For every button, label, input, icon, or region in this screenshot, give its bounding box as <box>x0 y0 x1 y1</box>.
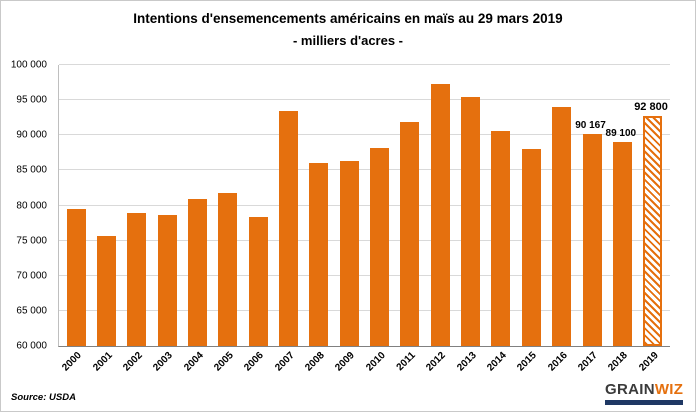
bar-slot-2004: 2004 <box>182 65 212 374</box>
bar-slot-2006: 2006 <box>243 65 273 374</box>
y-tick-label: 65 000 <box>16 305 47 317</box>
gridline <box>59 239 670 241</box>
chart-subtitle: - milliers d'acres - <box>292 32 404 48</box>
grainwiz-logo-text: GRAINWIZ <box>605 382 683 397</box>
bar-slot-2000: 2000 <box>60 65 91 374</box>
bar-slot-2005: 2005 <box>212 65 243 374</box>
bar-2014 <box>491 131 511 346</box>
bar-2013 <box>461 97 481 346</box>
bar-2010 <box>370 147 390 346</box>
bar-2002 <box>127 213 147 346</box>
bar-slot-2008: 2008 <box>303 65 334 374</box>
bar-slot-2019: 2019 92 800 <box>634 65 668 374</box>
title-block: Intentions d'ensemencements américains e… <box>1 11 695 48</box>
bar-2008 <box>309 163 329 346</box>
gridline <box>59 274 670 276</box>
bar-slot-2018: 2018 89 100 <box>605 65 637 374</box>
bar-slot-2012: 2012 <box>425 65 455 374</box>
y-tick-label: 85 000 <box>16 164 47 176</box>
y-tick-label: 80 000 <box>16 200 47 211</box>
bar-value-label: 89 100 <box>605 127 637 139</box>
y-tick-label: 90 000 <box>16 129 47 141</box>
bar-2006 <box>248 217 268 346</box>
logo-underline-bar <box>605 400 683 405</box>
bar-2004 <box>188 199 208 346</box>
chart-title: Intentions d'ensemencements américains e… <box>133 11 563 26</box>
bar-slot-2011: 2011 <box>395 65 425 373</box>
bar-slot-2014: 2014 <box>485 65 516 374</box>
bar-slot-2013: 2013 <box>455 65 485 374</box>
bar-slot-2002: 2002 <box>121 65 152 374</box>
bar-slot-2016: 2016 <box>546 65 577 374</box>
gridline <box>59 204 670 206</box>
y-tick-label: 60 000 <box>16 340 47 352</box>
y-tick-label: 75 000 <box>16 235 47 247</box>
bar-2017 <box>582 134 602 346</box>
y-tick-label: 70 000 <box>16 270 47 282</box>
bar-slot-2001: 2001 <box>91 65 121 374</box>
bar-slot-2003: 2003 <box>151 65 182 374</box>
gridline <box>59 309 670 311</box>
bar-slot-2009: 2009 <box>334 65 364 374</box>
bar-2012 <box>430 83 450 346</box>
bar-2007 <box>279 110 299 346</box>
gridline <box>59 169 670 171</box>
bar-2001 <box>97 235 117 346</box>
plot-area: 2000 2001 2002 2003 2004 2005 2006 2007 2008 2009… <box>58 64 670 374</box>
bar-2016 <box>552 107 572 346</box>
gridline <box>59 134 670 136</box>
bar-2000 <box>66 209 86 346</box>
y-axis: 60 000 65 000 70 000 75 000 80 000 85 000 90 0… <box>1 60 53 352</box>
bar-2003 <box>157 215 177 346</box>
bar-slot-2010: 2010 <box>364 65 394 374</box>
logo-text-wiz: WIZ <box>654 381 684 398</box>
bar-slot-2015: 2015 <box>516 65 546 374</box>
source-note: Source: USDA <box>11 392 76 403</box>
bar-2005 <box>218 192 238 346</box>
bar-2018 <box>612 141 632 346</box>
bar-2011 <box>400 121 420 346</box>
gridline <box>59 99 670 101</box>
gridline <box>59 64 670 65</box>
bar-slot-2017: 2017 90 167 <box>575 65 607 373</box>
y-tick-label: 95 000 <box>16 94 47 106</box>
logo-text-grain: GRAIN <box>605 381 655 398</box>
grainwiz-logo: GRAINWIZ <box>605 382 683 405</box>
bar-2019 <box>643 115 663 346</box>
bar-series: 2000 2001 2002 2003 2004 2005 2006 2007 2008 2009… <box>59 65 670 374</box>
bar-slot-2007: 2007 <box>273 65 303 374</box>
bar-2009 <box>339 160 359 346</box>
y-tick-label: 100 000 <box>10 59 47 71</box>
bar-2015 <box>521 149 541 346</box>
bar-value-label: 92 800 <box>634 100 668 113</box>
bar-value-label: 90 167 <box>575 120 606 132</box>
